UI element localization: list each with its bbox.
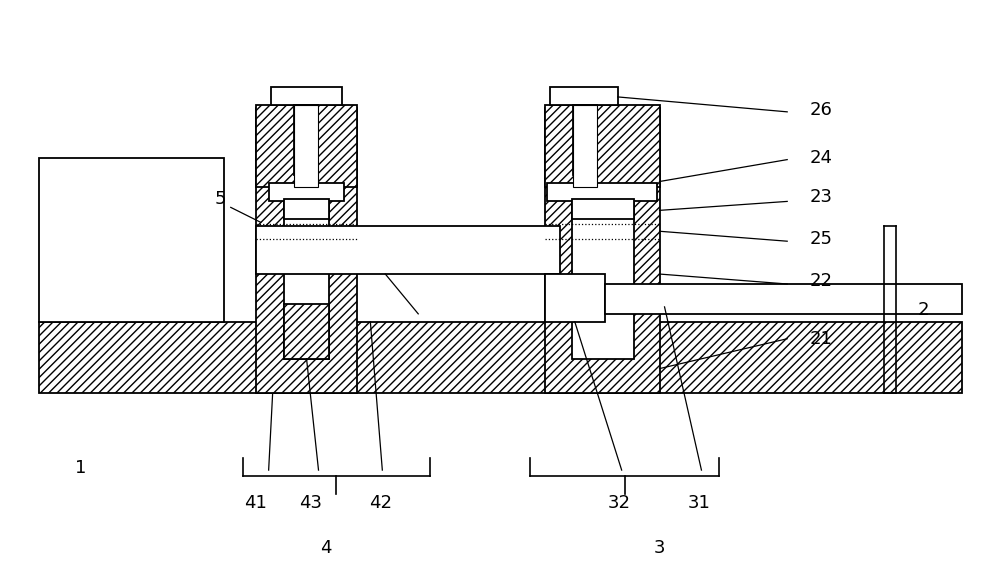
- Bar: [284, 170, 329, 358]
- Bar: [545, 105, 660, 187]
- Bar: [573, 105, 597, 187]
- Bar: [605, 284, 962, 314]
- Text: 21: 21: [809, 329, 832, 348]
- Bar: [284, 199, 329, 219]
- Text: 43: 43: [299, 494, 322, 512]
- Bar: [284, 304, 329, 358]
- Bar: [39, 322, 962, 394]
- Text: 3: 3: [654, 539, 665, 556]
- Bar: [547, 183, 657, 201]
- Bar: [572, 199, 634, 219]
- Text: 41: 41: [244, 494, 267, 512]
- Bar: [294, 105, 318, 187]
- Bar: [573, 105, 597, 175]
- Text: 23: 23: [809, 188, 832, 207]
- Bar: [271, 87, 342, 105]
- Bar: [256, 226, 560, 274]
- Text: 42: 42: [369, 494, 392, 512]
- Bar: [39, 158, 224, 322]
- Text: 2: 2: [918, 301, 930, 319]
- Text: 31: 31: [688, 494, 711, 512]
- Bar: [269, 183, 344, 201]
- Text: 24: 24: [809, 149, 832, 167]
- Text: 1: 1: [75, 459, 87, 477]
- Text: 22: 22: [809, 272, 832, 290]
- Bar: [545, 108, 660, 394]
- Text: 32: 32: [608, 494, 631, 512]
- Bar: [545, 274, 605, 322]
- Text: 4: 4: [320, 539, 331, 556]
- Text: 25: 25: [809, 230, 832, 248]
- Bar: [572, 170, 634, 358]
- Bar: [294, 105, 318, 175]
- Bar: [256, 105, 357, 187]
- Bar: [256, 108, 357, 394]
- Text: 26: 26: [809, 101, 832, 119]
- Bar: [550, 87, 618, 105]
- Text: 5: 5: [215, 191, 227, 208]
